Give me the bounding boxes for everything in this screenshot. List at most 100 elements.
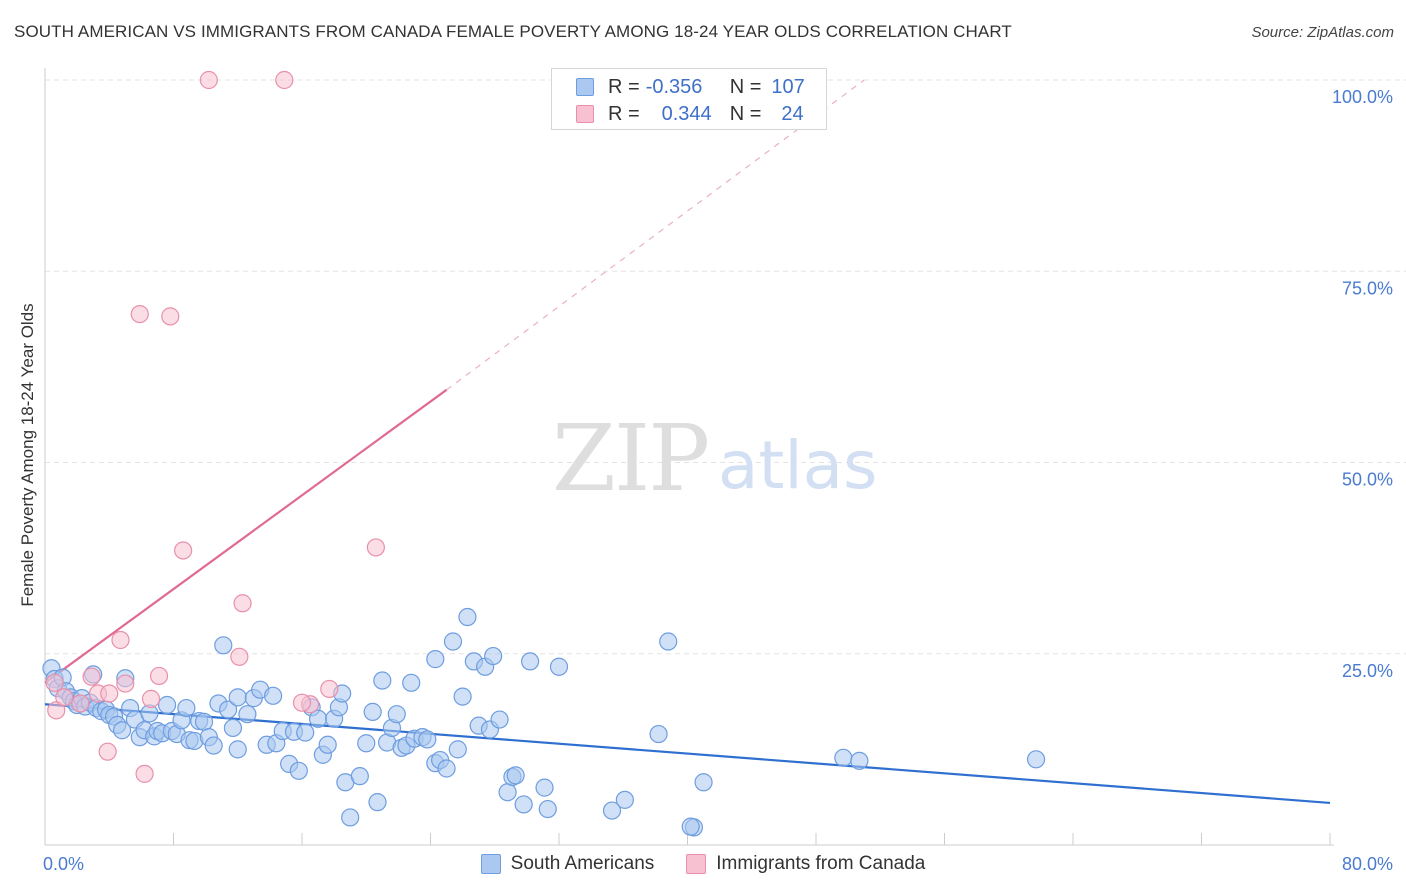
- y-tick-label: 25.0%: [1342, 661, 1393, 681]
- watermark-zip: ZIP: [552, 405, 708, 512]
- legend-label: Immigrants from Canada: [716, 853, 926, 874]
- data-point-south-americans: [368, 793, 387, 812]
- x-tick-labels: 0.0% 80.0%: [43, 854, 1393, 874]
- legend-item-south-americans: South Americans: [480, 853, 655, 875]
- data-point-south-americans: [219, 700, 238, 719]
- trend-line-canada-extension: [446, 79, 865, 391]
- legend-row-south-americans: R = -0.356 N = 107: [576, 75, 805, 99]
- data-point-south-americans: [602, 801, 622, 820]
- y-axis-label: Female Poverty Among 18-24 Year Olds: [18, 303, 37, 607]
- legend-r-label: R =: [608, 102, 640, 125]
- data-point-south-americans: [498, 783, 517, 802]
- chart-source: Source: ZipAtlas.com: [1251, 24, 1394, 41]
- data-point-south-americans: [681, 817, 700, 836]
- data-point-immigrants-from-canada: [98, 742, 117, 761]
- data-point-south-americans: [204, 736, 223, 755]
- data-point-immigrants-from-canada: [82, 667, 101, 686]
- data-point-immigrants-from-canada: [275, 70, 294, 90]
- data-point-immigrants-from-canada: [174, 541, 193, 560]
- legend-r-value: -0.356: [645, 75, 703, 98]
- data-point-south-americans: [228, 740, 247, 759]
- data-point-immigrants-from-canada: [149, 666, 169, 686]
- data-point-immigrants-from-canada: [199, 70, 218, 90]
- data-point-south-americans: [514, 795, 533, 814]
- trend-lines: [44, 79, 1331, 805]
- data-point-south-americans: [263, 686, 283, 705]
- data-point-south-americans: [448, 740, 467, 759]
- legend-r-value: 0.344: [661, 102, 712, 125]
- data-point-south-americans: [437, 759, 456, 778]
- data-point-immigrants-from-canada: [230, 647, 249, 666]
- data-point-south-americans: [341, 808, 360, 827]
- data-point-south-americans: [506, 766, 525, 785]
- data-point-south-americans: [453, 687, 472, 706]
- series-immigrants-from-canada: [45, 70, 385, 783]
- data-point-south-americans: [458, 607, 477, 627]
- legend-n-label: N =: [729, 102, 762, 125]
- legend-swatch-blue: [480, 854, 501, 874]
- chart-title: SOUTH AMERICAN VS IMMIGRANTS FROM CANADA…: [14, 22, 1012, 41]
- data-point-south-americans: [538, 799, 557, 819]
- series-legend: South Americans Immigrants from Canada: [0, 851, 1406, 877]
- x-tick-label: 80.0%: [1342, 854, 1393, 874]
- trend-line-immigrants-from-canada: [44, 388, 448, 684]
- legend-swatch-pink: [686, 854, 707, 874]
- data-point-immigrants-from-canada: [292, 693, 312, 712]
- x-tick-label: 0.0%: [43, 854, 84, 874]
- legend-label: South Americans: [510, 853, 655, 874]
- data-point-south-americans: [1026, 750, 1046, 769]
- legend-swatch-blue: [576, 78, 594, 96]
- legend-n-value: 107: [771, 75, 805, 98]
- data-point-south-americans: [484, 646, 503, 666]
- watermark: ZIP atlas: [552, 405, 878, 512]
- y-tick-label: 50.0%: [1342, 470, 1393, 490]
- data-point-south-americans: [373, 671, 392, 690]
- data-point-south-americans: [223, 718, 243, 738]
- data-point-south-americans: [177, 698, 196, 718]
- data-point-south-americans: [418, 730, 437, 749]
- data-point-immigrants-from-canada: [320, 679, 339, 699]
- legend-item-immigrants-from-canada: Immigrants from Canada: [686, 853, 925, 875]
- data-point-south-americans: [296, 723, 315, 742]
- legend-n-value: 24: [781, 102, 804, 125]
- data-point-immigrants-from-canada: [45, 673, 64, 692]
- data-point-south-americans: [490, 710, 509, 729]
- data-point-south-americans: [694, 773, 713, 792]
- data-point-immigrants-from-canada: [71, 694, 90, 713]
- data-point-south-americans: [363, 702, 382, 721]
- data-point-south-americans: [214, 636, 233, 655]
- data-point-immigrants-from-canada: [130, 304, 149, 324]
- data-point-south-americans: [834, 748, 853, 767]
- data-point-south-americans: [350, 767, 369, 786]
- data-point-immigrants-from-canada: [233, 594, 252, 613]
- data-point-south-americans: [289, 761, 308, 780]
- data-point-south-americans: [615, 790, 634, 809]
- grid-lines: [45, 79, 1406, 655]
- data-point-immigrants-from-canada: [100, 684, 119, 703]
- data-point-immigrants-from-canada: [111, 630, 130, 650]
- legend-r-label: R =: [608, 75, 640, 98]
- data-point-south-americans: [194, 712, 214, 731]
- trend-line-south-americans: [44, 703, 1331, 805]
- data-point-immigrants-from-canada: [141, 689, 161, 708]
- data-point-south-americans: [520, 652, 540, 671]
- legend-n-label: N =: [729, 75, 762, 98]
- data-point-immigrants-from-canada: [47, 701, 66, 720]
- correlation-legend: R = -0.356 N = 107 R = 0.344 N = 24: [551, 68, 827, 130]
- data-point-south-americans: [238, 705, 257, 724]
- data-point-south-americans: [535, 778, 554, 797]
- data-point-immigrants-from-canada: [116, 674, 135, 693]
- data-point-immigrants-from-canada: [366, 538, 385, 557]
- data-point-immigrants-from-canada: [161, 307, 180, 326]
- series-south-americans: [42, 607, 1046, 837]
- data-point-south-americans: [443, 632, 463, 651]
- data-point-immigrants-from-canada: [135, 764, 154, 783]
- data-point-south-americans: [357, 734, 376, 753]
- y-tick-labels: 25.0% 50.0% 75.0% 100.0%: [1332, 87, 1393, 681]
- data-point-south-americans: [649, 724, 668, 744]
- y-tick-label: 75.0%: [1342, 278, 1393, 298]
- data-point-south-americans: [228, 688, 247, 707]
- data-point-south-americans: [659, 632, 678, 651]
- data-point-south-americans: [157, 695, 177, 715]
